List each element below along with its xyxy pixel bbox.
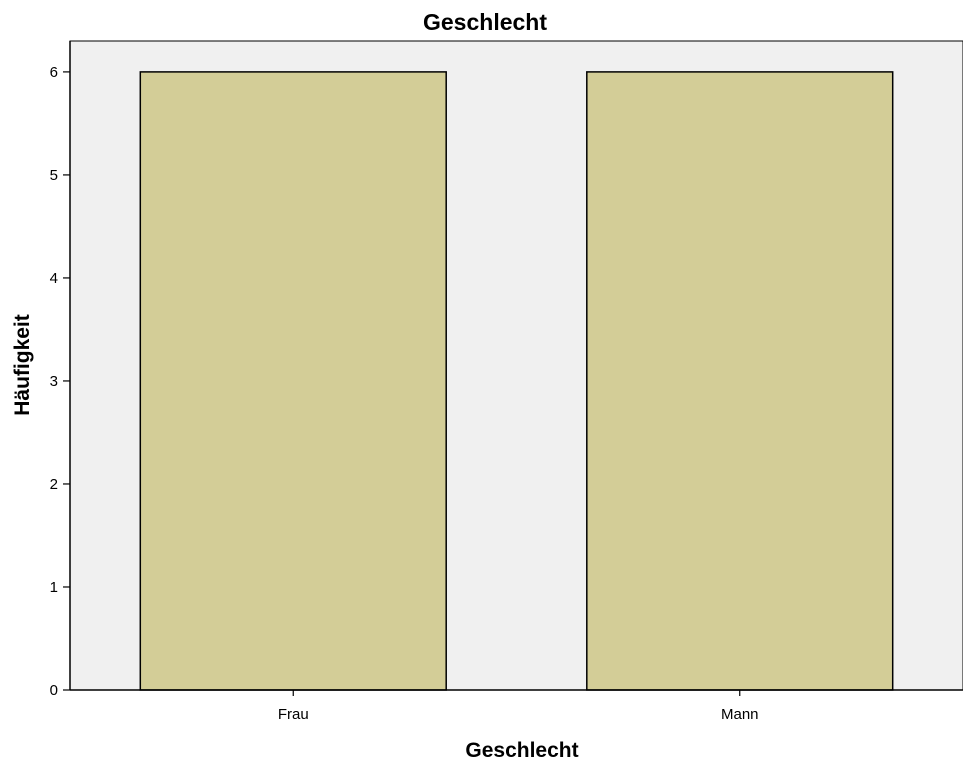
bar-frau	[139, 71, 447, 691]
bar-mann	[586, 71, 894, 691]
y-axis: 0 1 2 3 4 5 6	[50, 41, 71, 699]
x-axis-title: Geschlecht	[465, 739, 578, 760]
chart-title: Geschlecht	[423, 9, 547, 35]
y-axis-title: Häufigkeit	[11, 314, 34, 416]
y-tick-label: 0	[50, 682, 58, 699]
x-tick-label: Frau	[278, 706, 309, 723]
y-tick-label: 2	[50, 476, 58, 493]
x-axis: Frau Mann	[70, 689, 963, 723]
y-tick-label: 4	[50, 270, 58, 287]
y-tick-label: 6	[50, 64, 58, 81]
y-tick-label: 3	[50, 373, 58, 390]
y-tick-label: 1	[50, 579, 58, 596]
y-tick-label: 5	[50, 167, 58, 184]
x-tick-label: Mann	[721, 706, 759, 723]
